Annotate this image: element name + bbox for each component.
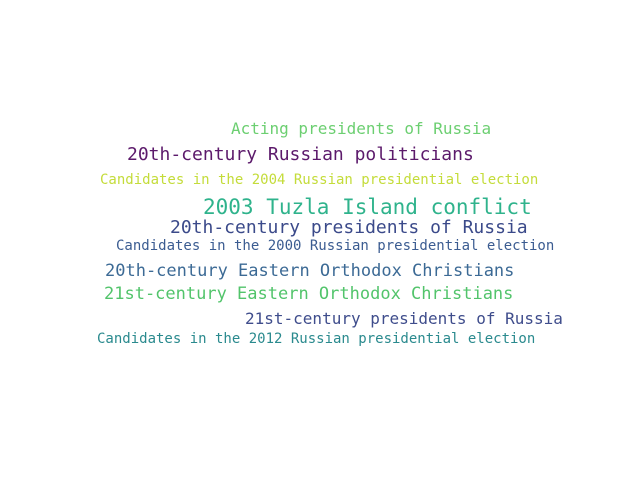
cloud-word: Candidates in the 2004 Russian president… <box>100 172 539 188</box>
cloud-word: 2003 Tuzla Island conflict <box>203 195 532 219</box>
cloud-word: 20th-century Russian politicians <box>127 144 474 165</box>
cloud-word: 21st-century Eastern Orthodox Christians <box>104 284 514 304</box>
cloud-word: 21st-century presidents of Russia <box>245 309 563 328</box>
cloud-word: 20th-century Eastern Orthodox Christians <box>105 261 515 281</box>
cloud-word: Candidates in the 2012 Russian president… <box>97 331 536 347</box>
cloud-word: 20th-century presidents of Russia <box>170 217 528 238</box>
cloud-word: Candidates in the 2000 Russian president… <box>116 238 555 254</box>
cloud-word: Acting presidents of Russia <box>231 119 492 138</box>
